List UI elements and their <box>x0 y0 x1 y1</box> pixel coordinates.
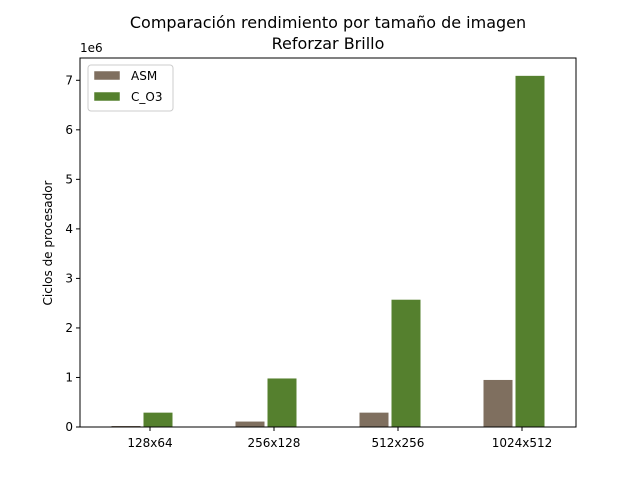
y-tick-label: 5 <box>65 172 73 186</box>
plot-area: 0 1 2 3 4 5 6 7 128x64 256x128 512x256 1024x512 ASM C… <box>65 57 577 450</box>
legend-label-c-o3: C_O3 <box>131 90 162 104</box>
chart-title: Comparación rendimiento por tamaño de im… <box>130 13 526 32</box>
legend-swatch-c-o3 <box>93 91 121 102</box>
bar-asm-512x256 <box>358 411 390 428</box>
x-tick-label: 512x256 <box>372 436 425 450</box>
bar-asm-1024x512 <box>482 378 514 428</box>
x-tick-label: 256x128 <box>248 436 301 450</box>
y-tick-label: 7 <box>65 73 73 87</box>
y-tick-label: 2 <box>65 321 73 335</box>
bar-c-o3-128x64 <box>142 411 174 428</box>
y-tick-label: 4 <box>65 222 73 236</box>
axes-frame <box>79 57 577 428</box>
x-tick-label: 128x64 <box>127 436 172 450</box>
chart-subtitle: Reforzar Brillo <box>272 34 385 53</box>
y-tick-label: 0 <box>65 420 73 434</box>
bar-asm-256x128 <box>234 420 266 428</box>
y-axis-offset-label: 1e6 <box>80 41 103 55</box>
y-tick-label: 1 <box>65 370 73 384</box>
bar-c-o3-512x256 <box>390 298 422 428</box>
y-tick-label: 6 <box>65 123 73 137</box>
legend-label-asm: ASM <box>131 69 157 83</box>
bar-c-o3-256x128 <box>266 377 298 428</box>
bar-c-o3-1024x512 <box>514 74 546 428</box>
y-axis-label: Ciclos de procesador <box>41 180 55 305</box>
legend-swatch-asm <box>93 70 121 81</box>
y-tick-label: 3 <box>65 271 73 285</box>
x-tick-label: 1024x512 <box>492 436 553 450</box>
